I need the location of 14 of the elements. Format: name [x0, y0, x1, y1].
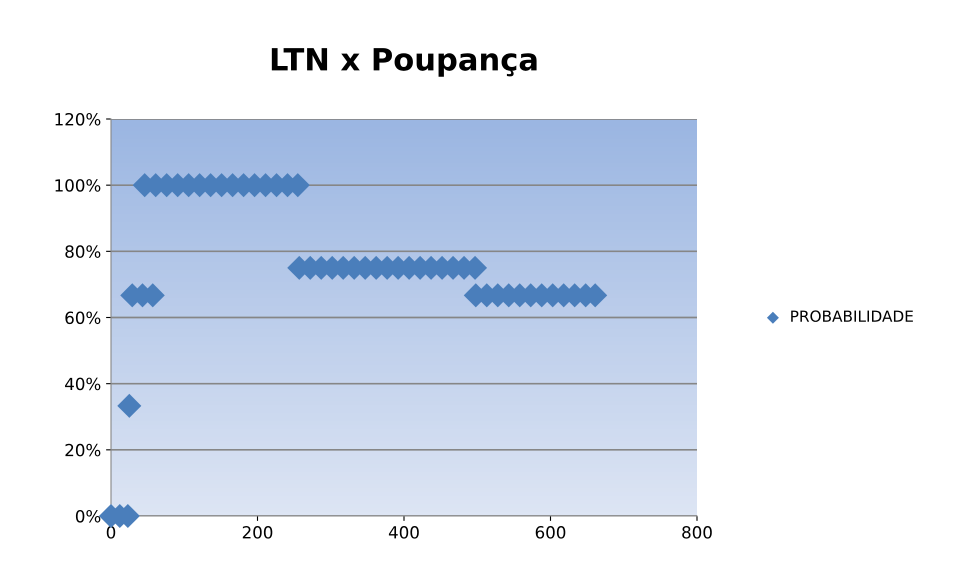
x-tick-label: 600 [536, 526, 566, 539]
chart-title: LTN x Poupança [272, 48, 537, 77]
legend-label: PROBABILIDADE [791, 310, 913, 322]
x-tick-label: 200 [242, 526, 272, 539]
point [117, 394, 142, 418]
y-tick-label: 20% [65, 444, 100, 456]
y-tick-label: 120% [55, 112, 100, 126]
y-tick-label: 60% [65, 311, 100, 324]
y-tick-label: 80% [65, 245, 100, 258]
x-tick-label: 400 [388, 526, 419, 539]
y-tick-label: 0% [76, 510, 100, 523]
x-tick-label: 800 [682, 526, 712, 539]
y-tick-label: 40% [65, 378, 100, 390]
y-tick-label: 100% [55, 179, 100, 192]
